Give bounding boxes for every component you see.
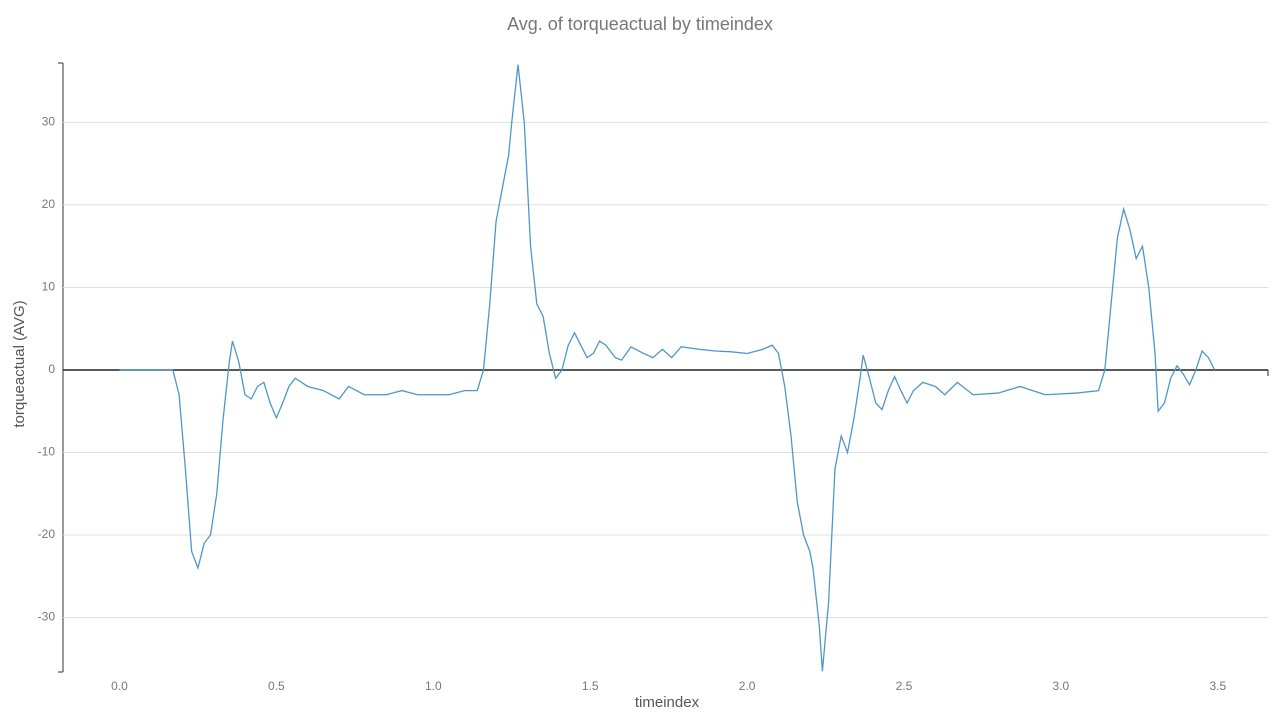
x-tick-label: 3.0	[1053, 679, 1070, 693]
x-tick-label: 3.5	[1209, 679, 1226, 693]
x-axis-label: timeindex	[635, 694, 700, 711]
x-tick-label: 0.0	[111, 679, 128, 693]
x-tick-label: 1.5	[582, 679, 599, 693]
x-tick-label: 0.5	[268, 679, 285, 693]
y-tick-label: 0	[48, 362, 55, 376]
y-tick-label: -10	[38, 445, 56, 459]
x-tick-label: 1.0	[425, 679, 442, 693]
x-tick-label: 2.0	[739, 679, 756, 693]
y-tick-label: -30	[38, 610, 56, 624]
y-tick-label: 10	[42, 280, 56, 294]
data-line	[119, 64, 1216, 672]
y-tick-label: 30	[42, 115, 56, 129]
y-tick-label: -20	[38, 527, 56, 541]
y-axis-label: torqueactual (AVG)	[11, 300, 28, 427]
x-tick-label: 2.5	[896, 679, 913, 693]
chart-title: Avg. of torqueactual by timeindex	[507, 14, 773, 34]
y-tick-label: 20	[42, 197, 56, 211]
